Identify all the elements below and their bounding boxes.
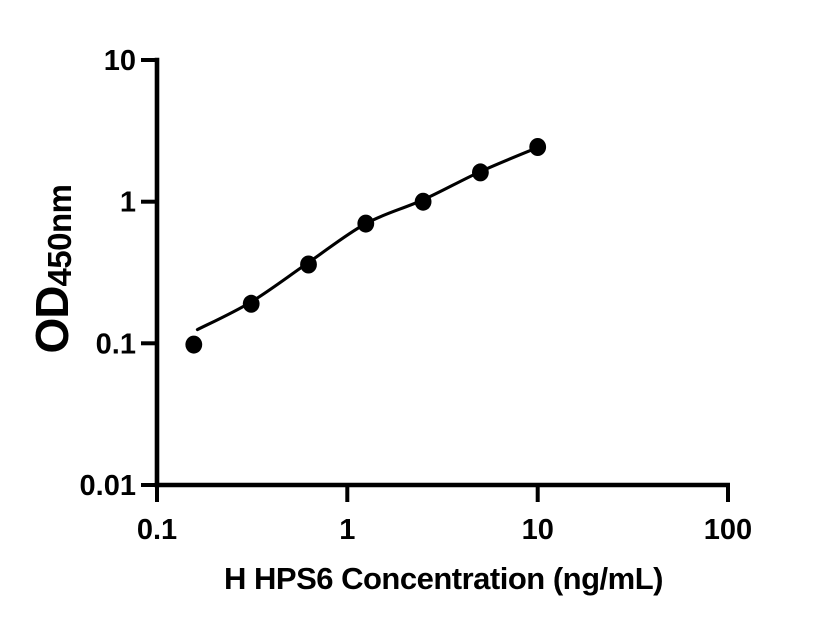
x-tick-label: 10 — [522, 514, 554, 546]
data-point — [414, 192, 432, 211]
x-tick-label: 1 — [339, 514, 355, 546]
y-axis-title: OD 450nm — [26, 149, 78, 389]
data-point — [357, 214, 375, 233]
y-tick-label: 0.1 — [96, 328, 136, 360]
y-axis-title-main: OD — [26, 286, 78, 354]
x-tick-label: 100 — [704, 514, 752, 546]
data-point — [472, 163, 489, 182]
data-point — [242, 294, 260, 313]
data-point — [185, 335, 203, 354]
y-tick-label: 0.01 — [80, 470, 136, 502]
x-tick-label: 0.1 — [137, 514, 177, 546]
data-point — [300, 255, 317, 274]
y-tick-label: 10 — [104, 45, 136, 77]
y-axis-title-subscript: 450nm — [41, 184, 78, 287]
x-axis-title: H HPS6 Concentration (ng/mL) — [224, 561, 663, 596]
data-point — [529, 138, 547, 156]
y-tick-label: 1 — [120, 187, 136, 219]
